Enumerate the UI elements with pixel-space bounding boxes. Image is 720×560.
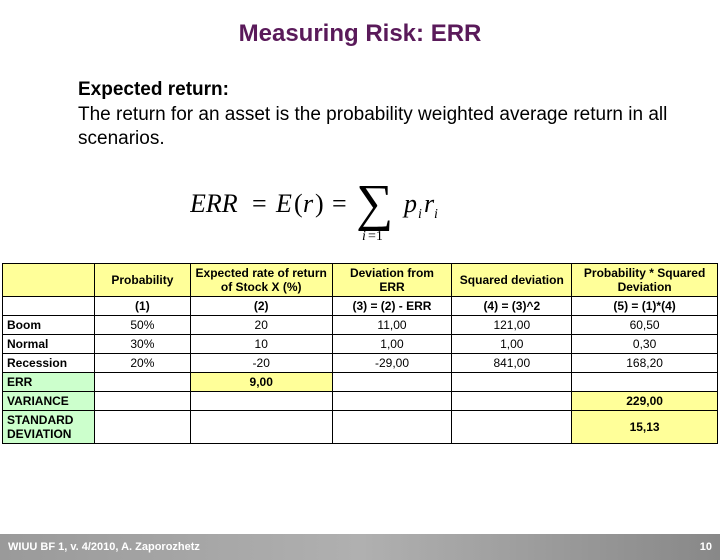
svg-text:E: E: [275, 189, 292, 218]
expected-return-label: Expected return:: [78, 79, 229, 100]
sub-prob-sq: (5) = (1)*(4): [572, 297, 718, 316]
slide-title: Measuring Risk: ERR: [0, 20, 720, 48]
cell: [94, 373, 190, 392]
cell: 20%: [94, 354, 190, 373]
expected-return-desc: The return for an asset is the probabili…: [78, 104, 667, 150]
cell: 841,00: [452, 354, 572, 373]
row-label-err: ERR: [3, 373, 95, 392]
slide-footer: WIUU BF 1, v. 4/2010, A. Zaporozhetz 10: [0, 534, 720, 560]
row-label: Recession: [3, 354, 95, 373]
cell: [332, 411, 452, 444]
row-label-var: VARIANCE: [3, 392, 95, 411]
cell: -29,00: [332, 354, 452, 373]
cell: [190, 392, 332, 411]
sub-deviation: (3) = (2) - ERR: [332, 297, 452, 316]
svg-text:ERR: ERR: [190, 189, 238, 218]
row-label: Normal: [3, 335, 95, 354]
std-value: 15,13: [572, 411, 718, 444]
sub-probability: (1): [94, 297, 190, 316]
svg-text:=: =: [332, 189, 347, 218]
footer-page-number: 10: [700, 541, 712, 553]
table-row: Normal 30% 10 1,00 1,00 0,30: [3, 335, 718, 354]
svg-text:∑: ∑: [356, 175, 393, 232]
svg-text:=1: =1: [368, 229, 383, 244]
cell: 20: [190, 316, 332, 335]
summary-row-err: ERR 9,00: [3, 373, 718, 392]
cell: [452, 392, 572, 411]
row-label-std: STANDARD DEVIATION: [3, 411, 95, 444]
cell: 11,00: [332, 316, 452, 335]
svg-text:=: =: [252, 189, 267, 218]
th-probability: Probability: [94, 264, 190, 297]
summary-row-variance: VARIANCE 229,00: [3, 392, 718, 411]
body-text: Expected return: The return for an asset…: [78, 78, 680, 152]
cell: [94, 392, 190, 411]
svg-text:p: p: [402, 189, 417, 218]
row-label: Boom: [3, 316, 95, 335]
cell: -20: [190, 354, 332, 373]
err-value: 9,00: [190, 373, 332, 392]
cell: [332, 373, 452, 392]
cell: 121,00: [452, 316, 572, 335]
th-deviation: Deviation from ERR: [332, 264, 452, 297]
cell: 168,20: [572, 354, 718, 373]
svg-text:i: i: [434, 207, 438, 222]
svg-text:): ): [315, 189, 324, 218]
cell: 1,00: [332, 335, 452, 354]
cell: [332, 392, 452, 411]
sub-expected-rate: (2): [190, 297, 332, 316]
cell: [94, 411, 190, 444]
cell: [452, 411, 572, 444]
svg-text:i: i: [418, 207, 422, 222]
th-squared: Squared deviation: [452, 264, 572, 297]
cell: [190, 411, 332, 444]
cell: 60,50: [572, 316, 718, 335]
table-row: Boom 50% 20 11,00 121,00 60,50: [3, 316, 718, 335]
err-table: Probability Expected rate of return of S…: [2, 263, 718, 444]
err-formula: ERR = E ( r ) = ∑ i =1 p i r i: [0, 172, 720, 249]
th-scenario: [3, 264, 95, 297]
cell: 0,30: [572, 335, 718, 354]
table-row: Recession 20% -20 -29,00 841,00 168,20: [3, 354, 718, 373]
svg-text:r: r: [303, 189, 314, 218]
cell: 50%: [94, 316, 190, 335]
cell: [452, 373, 572, 392]
sub-squared: (4) = (3)^2: [452, 297, 572, 316]
svg-text:i: i: [362, 229, 366, 244]
summary-row-std: STANDARD DEVIATION 15,13: [3, 411, 718, 444]
sub-scenario: [3, 297, 95, 316]
footer-left: WIUU BF 1, v. 4/2010, A. Zaporozhetz: [8, 541, 200, 553]
th-expected-rate: Expected rate of return of Stock X (%): [190, 264, 332, 297]
cell: 30%: [94, 335, 190, 354]
cell: 10: [190, 335, 332, 354]
th-prob-sq: Probability * Squared Deviation: [572, 264, 718, 297]
svg-text:(: (: [294, 189, 303, 218]
cell: 1,00: [452, 335, 572, 354]
cell: [572, 373, 718, 392]
variance-value: 229,00: [572, 392, 718, 411]
